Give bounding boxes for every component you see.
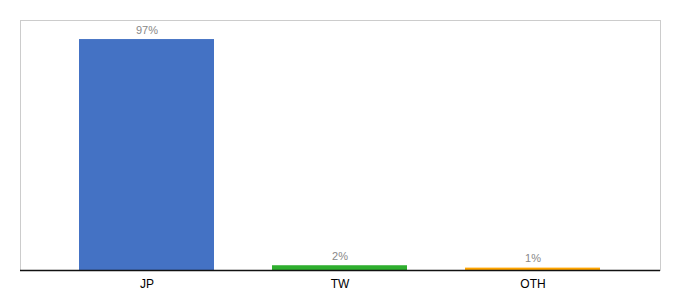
svg-text:1%: 1% [525,252,541,264]
svg-text:2%: 2% [332,250,348,262]
svg-text:TW: TW [331,277,350,291]
svg-text:JP: JP [140,277,154,291]
svg-text:97%: 97% [136,24,158,36]
svg-text:OTH: OTH [520,277,545,291]
